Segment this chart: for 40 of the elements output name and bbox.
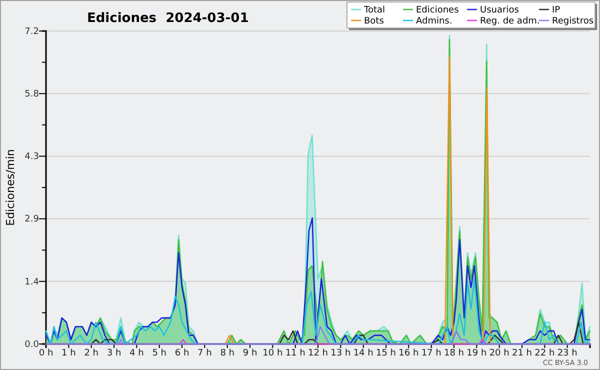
x-tick-label: 20 h	[489, 348, 510, 358]
x-tick-label: 0 h	[38, 348, 54, 358]
x-tick-label: 13 h	[330, 348, 351, 358]
x-tick-label: 7 h	[198, 348, 212, 358]
legend-label: IP	[552, 6, 561, 16]
legend-label: Bots	[364, 16, 384, 26]
y-axis-title: Ediciones/min	[4, 149, 17, 226]
legend-label: Total	[363, 6, 386, 16]
x-tick-label: 1 h	[62, 348, 76, 358]
x-tick-label: 19 h	[466, 348, 487, 358]
x-tick-label: 23 h	[557, 348, 578, 358]
x-tick-label: 17 h	[421, 348, 442, 358]
x-tick-label: 5 h	[152, 348, 166, 358]
x-tick-label: 12 h	[308, 348, 328, 358]
x-tick-label: 22 h	[534, 348, 555, 358]
x-tick-label: 6 h	[174, 348, 190, 358]
y-tick-label: 5.8	[24, 89, 40, 100]
legend-label: Usuarios	[480, 6, 520, 16]
x-tick-label: 2 h	[84, 348, 98, 358]
legend-label: Ediciones	[416, 6, 460, 16]
x-tick-label: 15 h	[376, 348, 396, 358]
legend-label: Admins.	[416, 16, 452, 26]
x-tick-label: 14 h	[353, 348, 374, 358]
y-tick-label: 4.3	[24, 152, 39, 162]
x-tick-label: 4 h	[130, 348, 144, 358]
x-tick-label: 3 h	[106, 348, 122, 358]
x-tick-label: 16 h	[398, 348, 419, 358]
y-tick-label: 1.4	[24, 277, 40, 288]
y-tick-label: 7.2	[24, 26, 39, 37]
legend-label: Registros	[552, 16, 594, 26]
x-tick-label: 11 h	[285, 348, 306, 358]
x-tick-label: 8 h	[220, 348, 234, 358]
y-tick-label: 2.9	[24, 214, 40, 225]
legend-label: Reg. de adm.	[480, 16, 540, 26]
x-tick-label: 9 h	[242, 348, 258, 358]
chart-title: Ediciones 2024-03-01	[87, 11, 249, 26]
x-tick-label: 21 h	[512, 348, 532, 358]
x-tick-label: 10 h	[262, 348, 283, 358]
x-tick-label: 18 h	[444, 348, 464, 358]
y-tick-label: 0.0	[24, 340, 40, 350]
